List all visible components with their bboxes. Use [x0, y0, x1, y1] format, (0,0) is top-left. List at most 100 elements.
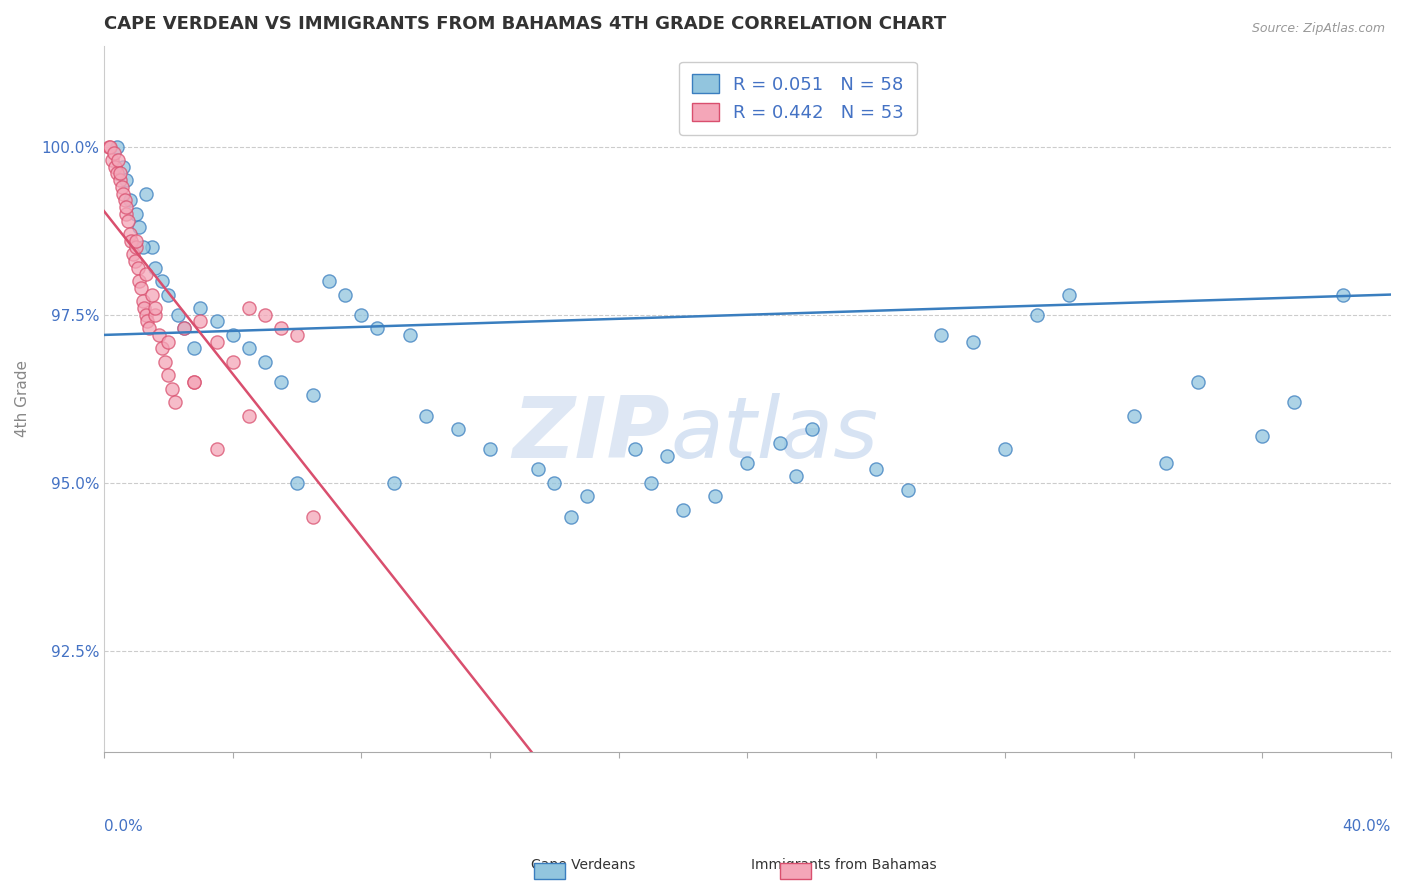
Point: [479, 442, 502, 457]
Point: [105, 166, 128, 180]
Text: 0.0%: 0.0%: [104, 819, 143, 834]
Point: [111, 180, 134, 194]
Point: [270, 375, 292, 389]
Point: [238, 301, 260, 315]
Point: [131, 294, 153, 309]
Point: [527, 462, 550, 476]
Point: [366, 321, 388, 335]
Point: [1284, 395, 1306, 409]
Point: [97, 139, 120, 153]
Point: [543, 475, 565, 490]
Point: [624, 442, 647, 457]
Point: [1331, 287, 1354, 301]
Point: [173, 321, 195, 335]
Point: [1122, 409, 1144, 423]
Text: 40.0%: 40.0%: [1343, 819, 1391, 834]
Point: [190, 314, 212, 328]
Point: [253, 355, 276, 369]
Point: [114, 194, 136, 208]
Point: [107, 153, 129, 167]
Point: [150, 274, 173, 288]
Point: [112, 186, 135, 201]
Point: [136, 314, 159, 328]
Point: [173, 321, 195, 335]
Point: [115, 200, 138, 214]
Point: [415, 409, 437, 423]
Point: [205, 442, 228, 457]
Point: [124, 254, 146, 268]
Point: [704, 489, 727, 503]
Point: [115, 173, 138, 187]
Point: [112, 160, 135, 174]
Point: [929, 327, 952, 342]
Point: [118, 194, 141, 208]
Point: [118, 227, 141, 241]
Point: [183, 342, 205, 356]
Point: [167, 308, 190, 322]
Point: [125, 234, 148, 248]
Point: [398, 327, 420, 342]
Point: [560, 509, 582, 524]
Point: [205, 314, 228, 328]
Point: [1187, 375, 1209, 389]
Point: [125, 207, 148, 221]
Point: [141, 240, 163, 254]
Point: [1251, 429, 1274, 443]
Point: [128, 274, 150, 288]
Point: [103, 146, 125, 161]
Point: [769, 435, 792, 450]
Point: [117, 213, 139, 227]
Point: [672, 503, 695, 517]
Point: [157, 334, 180, 349]
Point: [382, 475, 405, 490]
Point: [135, 186, 157, 201]
Point: [101, 153, 124, 167]
Point: [302, 388, 325, 402]
Point: [897, 483, 920, 497]
Point: [157, 368, 180, 383]
Point: [350, 308, 373, 322]
Point: [800, 422, 823, 436]
Text: CAPE VERDEAN VS IMMIGRANTS FROM BAHAMAS 4TH GRADE CORRELATION CHART: CAPE VERDEAN VS IMMIGRANTS FROM BAHAMAS …: [104, 15, 946, 33]
Point: [238, 342, 260, 356]
Point: [575, 489, 598, 503]
Text: Immigrants from Bahamas: Immigrants from Bahamas: [751, 858, 936, 872]
Point: [145, 308, 167, 322]
Point: [128, 220, 150, 235]
Point: [655, 449, 678, 463]
Point: [108, 173, 131, 187]
Point: [335, 287, 357, 301]
Text: Cape Verdeans: Cape Verdeans: [531, 858, 636, 872]
Point: [318, 274, 340, 288]
Point: [153, 355, 176, 369]
Point: [183, 375, 205, 389]
Point: [138, 321, 160, 335]
Point: [785, 469, 807, 483]
Point: [205, 334, 228, 349]
Point: [122, 247, 145, 261]
Point: [447, 422, 470, 436]
Point: [865, 462, 887, 476]
Point: [150, 342, 173, 356]
Point: [962, 334, 984, 349]
Point: [115, 207, 138, 221]
Point: [148, 327, 170, 342]
Point: [221, 355, 243, 369]
Text: Source: ZipAtlas.com: Source: ZipAtlas.com: [1251, 22, 1385, 36]
Point: [145, 301, 167, 315]
Point: [100, 139, 122, 153]
Point: [125, 240, 148, 254]
Point: [135, 268, 157, 282]
Point: [737, 456, 759, 470]
Point: [183, 375, 205, 389]
Point: [145, 260, 167, 275]
Point: [104, 160, 127, 174]
Point: [108, 166, 131, 180]
Point: [120, 234, 142, 248]
Legend: R = 0.051   N = 58, R = 0.442   N = 53: R = 0.051 N = 58, R = 0.442 N = 53: [679, 62, 917, 135]
Point: [253, 308, 276, 322]
Point: [302, 509, 325, 524]
Point: [129, 281, 152, 295]
Point: [221, 327, 243, 342]
Point: [163, 395, 186, 409]
